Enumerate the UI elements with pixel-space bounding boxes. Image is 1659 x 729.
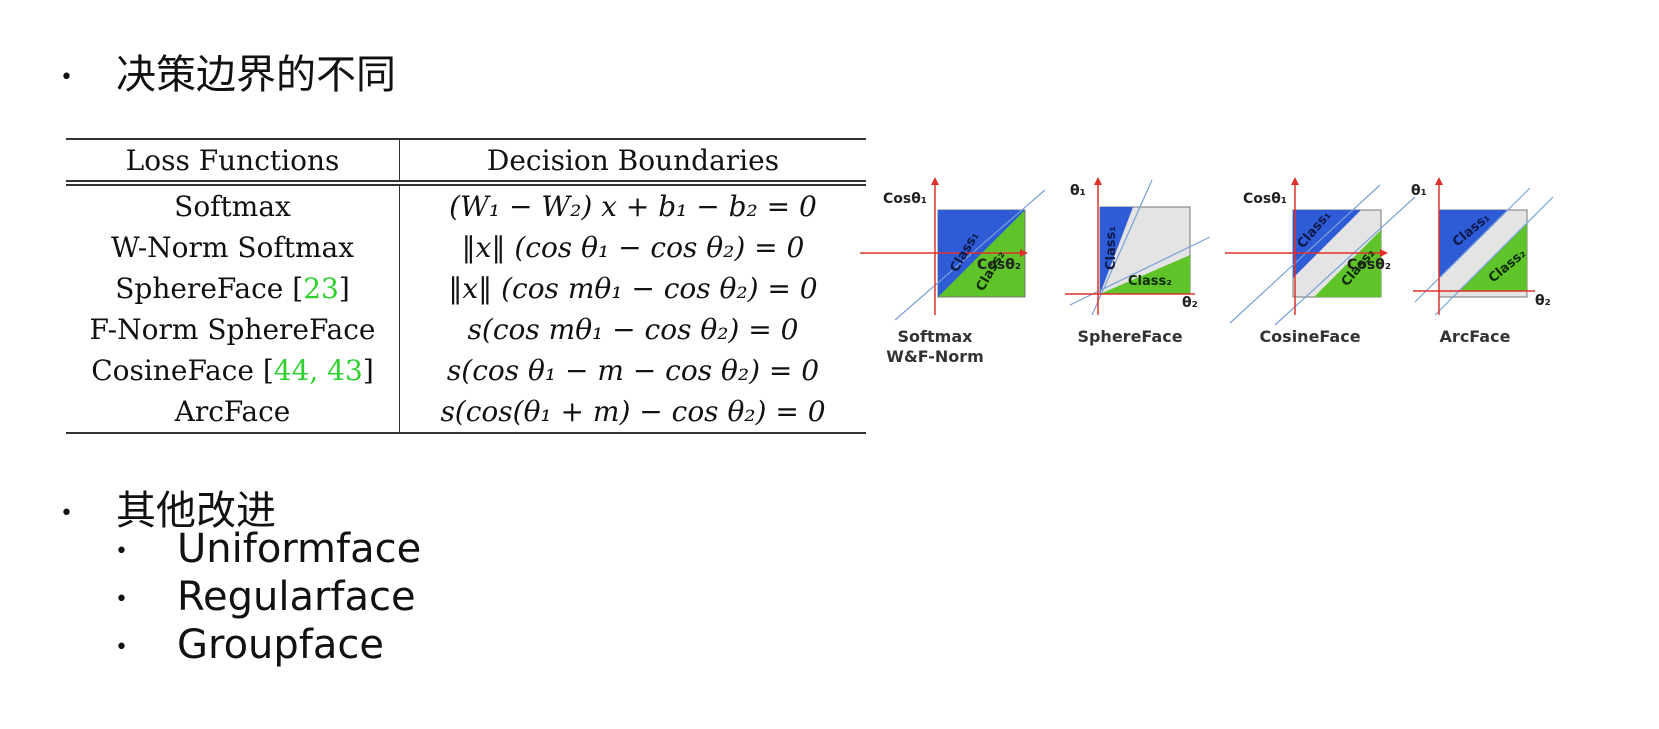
boundary-formula: s(cos θ₁ − m − cos θ₂) = 0 bbox=[446, 354, 820, 387]
sub-item-text: Groupface bbox=[177, 622, 384, 668]
boundary-formula: s(cos mθ₁ − cos θ₂) = 0 bbox=[467, 313, 799, 346]
loss-name: ArcFace bbox=[66, 391, 400, 434]
sub-item-text: Regularface bbox=[177, 574, 416, 620]
class2-region bbox=[1100, 255, 1190, 294]
boundary-formula: ‖x‖ (cos mθ₁ − cos θ₂) = 0 bbox=[448, 272, 818, 305]
sub-item-groupface: • Groupface bbox=[115, 622, 384, 668]
caption: SphereFace bbox=[1040, 327, 1220, 347]
caption-line: CosineFace bbox=[1259, 327, 1361, 346]
bullet-heading-1: • 决策边界的不同 bbox=[60, 42, 396, 100]
table-row: ArcFace s(cos(θ₁ + m) − cos θ₂) = 0 bbox=[66, 391, 866, 434]
loss-name: F-Norm SphereFace bbox=[66, 309, 400, 350]
table-row: F-Norm SphereFace s(cos mθ₁ − cos θ₂) = … bbox=[66, 309, 866, 350]
bullet-dot: • bbox=[60, 500, 73, 526]
heading-text: 决策边界的不同 bbox=[116, 52, 396, 98]
arcface-plot: θ₁ θ₂ Class₁ Class₂ bbox=[1411, 177, 1554, 316]
sphereface-plot: θ₁ θ₂ Class₁ Class₂ bbox=[1065, 177, 1211, 316]
citation-link[interactable]: 44, 43 bbox=[273, 354, 363, 387]
loss-name: SphereFace bbox=[115, 272, 284, 305]
cosineface-plot: Cosθ₁ Cosθ₂ Class₁ Class₂ bbox=[1225, 177, 1416, 326]
boundary-line bbox=[1274, 196, 1416, 326]
loss-name: W-Norm Softmax bbox=[66, 227, 400, 268]
loss-name: Softmax bbox=[66, 183, 400, 227]
caption-line: W&F-Norm bbox=[886, 347, 984, 366]
boundary-line bbox=[1229, 184, 1381, 324]
caption: CosineFace bbox=[1220, 327, 1400, 347]
boundary-formula: ‖x‖ (cos θ₁ − cos θ₂) = 0 bbox=[461, 231, 805, 264]
table-row: Softmax (W₁ − W₂) x + b₁ − b₂ = 0 bbox=[66, 183, 866, 227]
boundary-line bbox=[1414, 187, 1531, 303]
caption-line: SphereFace bbox=[1077, 327, 1183, 346]
class1-region bbox=[1293, 210, 1361, 278]
boundary-formula: (W₁ − W₂) x + b₁ − b₂ = 0 bbox=[449, 190, 817, 223]
header-decision-boundaries: Decision Boundaries bbox=[399, 138, 866, 186]
sub-item-uniformface: • Uniformface bbox=[115, 526, 421, 572]
boundary-line bbox=[894, 189, 1046, 321]
y-axis-label: Cosθ₁ bbox=[1243, 191, 1287, 207]
header-loss-functions: Loss Functions bbox=[66, 138, 400, 186]
x-axis-label: θ₂ bbox=[1182, 295, 1198, 311]
loss-functions-table: Loss Functions Decision Boundaries Softm… bbox=[66, 138, 866, 434]
bullet-dot: • bbox=[60, 64, 73, 90]
softmax-plot: Cosθ₁ Cosθ₂ Class₁ Class₂ bbox=[860, 177, 1046, 321]
sub-item-regularface: • Regularface bbox=[115, 574, 416, 620]
class1-label: Class₁ bbox=[1104, 226, 1119, 270]
caption-line: ArcFace bbox=[1439, 327, 1511, 346]
x-axis-label: Cosθ₂ bbox=[1347, 257, 1391, 273]
bullet-heading-2: • 其他改进 bbox=[60, 478, 276, 536]
table-header-row: Loss Functions Decision Boundaries bbox=[66, 138, 866, 186]
loss-name-cell: CosineFace [44, 43] bbox=[66, 350, 400, 391]
boundary-formula: s(cos(θ₁ + m) − cos θ₂) = 0 bbox=[399, 391, 866, 434]
boundary-line bbox=[1091, 179, 1153, 316]
table-row: CosineFace [44, 43] s(cos θ₁ − m − cos θ… bbox=[66, 350, 866, 391]
class1-region bbox=[1100, 207, 1133, 294]
table-row: SphereFace [23] ‖x‖ (cos mθ₁ − cos θ₂) =… bbox=[66, 268, 866, 309]
loss-name: CosineFace bbox=[91, 354, 254, 387]
caption: ArcFace bbox=[1385, 327, 1565, 347]
loss-name-cell: SphereFace [23] bbox=[66, 268, 400, 309]
class2-region bbox=[1314, 230, 1381, 297]
bullet-dot: • bbox=[115, 586, 128, 612]
heading-text: 其他改进 bbox=[116, 488, 276, 534]
sub-item-text: Uniformface bbox=[177, 526, 422, 572]
caption-line: Softmax bbox=[897, 327, 973, 346]
y-axis-label: θ₁ bbox=[1411, 183, 1427, 199]
table-row: W-Norm Softmax ‖x‖ (cos θ₁ − cos θ₂) = 0 bbox=[66, 227, 866, 268]
boundary-line bbox=[1434, 196, 1554, 316]
y-axis-label: θ₁ bbox=[1070, 183, 1086, 199]
decision-boundary-diagrams: Cosθ₁ Cosθ₂ Class₁ Class₂ Softmax W&F-No… bbox=[860, 175, 1655, 395]
x-axis-label: θ₂ bbox=[1535, 293, 1551, 309]
citation-link[interactable]: 23 bbox=[303, 272, 339, 305]
class2-label: Class₂ bbox=[1128, 274, 1172, 289]
caption: Softmax W&F-Norm bbox=[845, 327, 1025, 367]
bullet-dot: • bbox=[115, 634, 128, 660]
bullet-dot: • bbox=[115, 538, 128, 564]
y-axis-label: Cosθ₁ bbox=[883, 191, 927, 207]
x-axis-label: Cosθ₂ bbox=[977, 257, 1021, 273]
